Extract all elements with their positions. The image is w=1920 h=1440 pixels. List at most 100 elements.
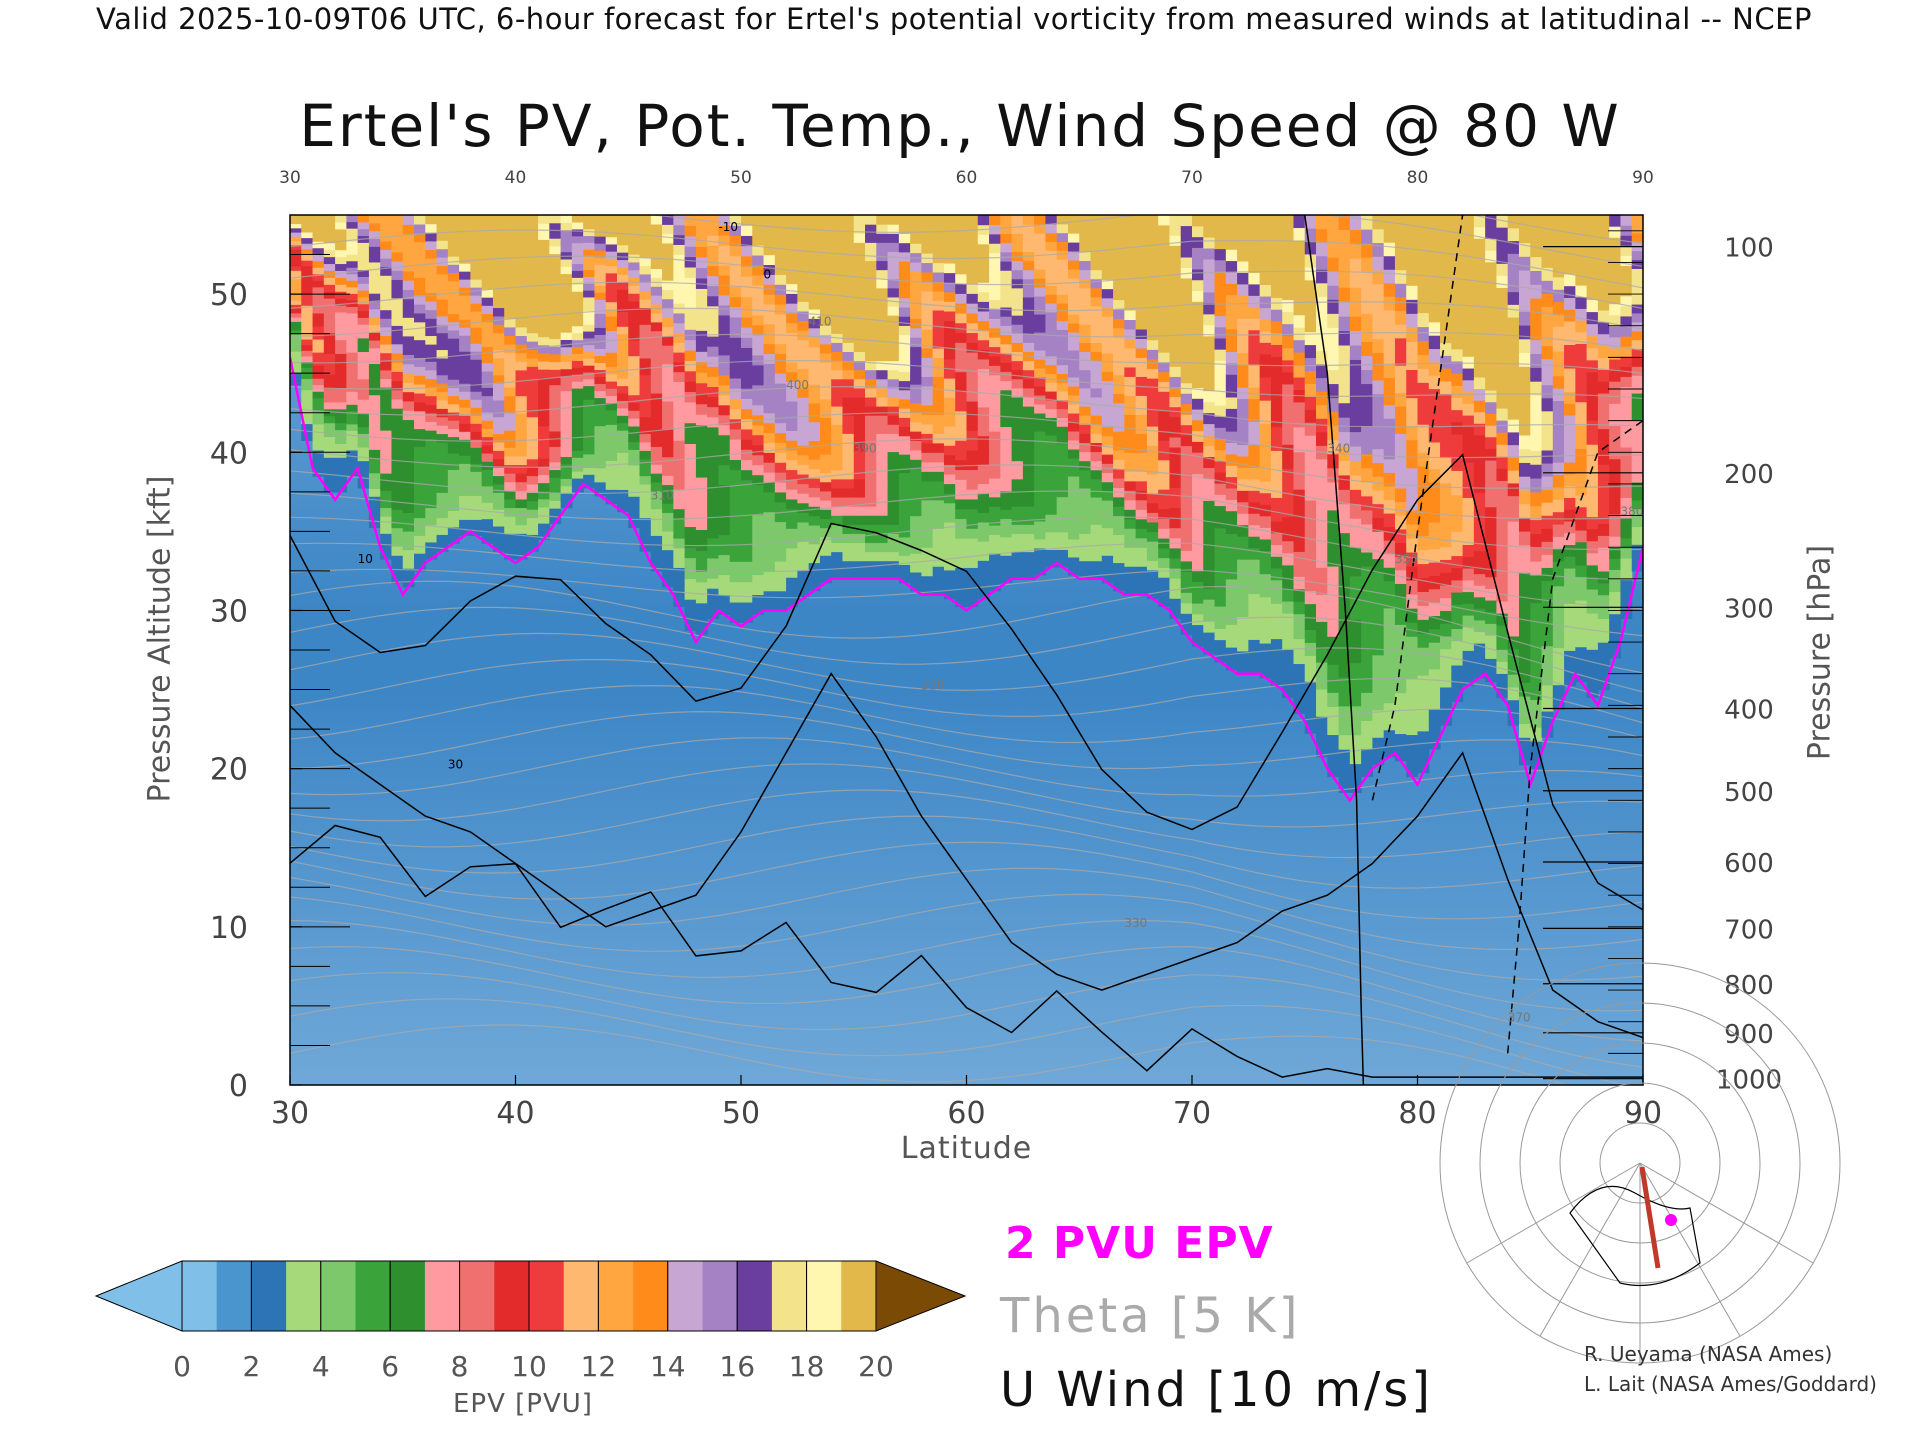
theta-isentrope [290,737,1643,797]
theta-isentrope [290,516,1643,581]
theta-isentrope [290,684,1643,744]
theta-isentrope [290,281,1643,330]
theta-isentrope [290,307,1643,351]
x-tick-label-top: 70 [1181,168,1203,188]
credit-ueyama: R. Ueyama (NASA Ames) [1584,1342,1833,1366]
x-tick-label: 70 [1173,1096,1211,1131]
theta-isentrope [290,763,1643,828]
y-axis-label: Pressure Altitude [kft] [142,475,178,803]
pressure-tick-label: 900 [1724,1020,1774,1050]
contour-label: 370 [1508,1011,1531,1025]
theta-isentrope [290,464,1643,520]
forecast-header: Valid 2025-10-09T06 UTC, 6-hour forecast… [96,2,1812,36]
y-tick-label: 0 [229,1069,248,1104]
pressure-tick-label: 200 [1724,460,1774,490]
u-wind-contour-core [1304,215,1365,1085]
x-tick-label-top: 30 [279,168,301,188]
contour-label: 390 [854,441,877,455]
contour-label: 30 [448,758,463,772]
u-wind-easterly-contour [1506,420,1643,1054]
colorbar-tick-label: 16 [719,1350,755,1383]
y-tick-label: 30 [210,594,248,629]
map-meridian [1539,1162,1641,1337]
pressure-tick-label: 1000 [1716,1066,1782,1096]
theta-isentrope [290,215,1643,267]
theta-isentrope [290,972,1643,1068]
map-meridian [1639,1162,1741,1337]
legend-2pvu: 2 PVU EPV [1005,1218,1274,1269]
theta-isentrope [290,385,1643,428]
x-tick-label-top: 80 [1407,168,1429,188]
theta-isentrope [290,815,1643,889]
theta-isentrope [290,412,1643,459]
theta-isentrope [290,998,1629,1085]
colorbar-tick-label: 18 [789,1350,825,1383]
colorbar-segment [806,1260,877,1332]
pressure-tick-label: 700 [1724,915,1774,945]
pressure-tick-label: 100 [1724,234,1774,264]
theta-isentrope [290,333,1643,374]
colorbar-tick-label: 20 [858,1350,894,1383]
colorbar-low-arrow [94,1260,183,1332]
theta-isentrope [290,789,1643,859]
theta-isentrope [290,438,1643,489]
colorbar-tick-label: 10 [511,1350,547,1383]
x-tick-label: 50 [722,1096,760,1131]
contour-label: 310 [651,489,674,503]
credit-lait: L. Lait (NASA Ames/Goddard) [1584,1372,1877,1396]
y-tick-label: 40 [210,436,248,471]
x-tick-label-top: 50 [730,168,752,188]
contour-label: 330 [1124,916,1147,930]
contour-label: 10 [358,552,373,566]
theta-isentrope [290,632,1643,709]
legend-theta: Theta [5 K] [1000,1288,1301,1344]
theta-isentrope [290,659,1643,724]
contour-label: 320 [921,679,944,693]
x-tick-label: 40 [496,1096,534,1131]
theta-isentrope [290,841,1643,920]
colorbar-tick-label: 14 [650,1350,686,1383]
contour-label: -10 [718,220,738,234]
map-meridian [1466,1162,1641,1264]
pressure-tick-label: 600 [1724,849,1774,879]
theta-isentrope [290,867,1643,951]
theta-isentrope [290,255,1643,310]
pressure-tick-label: 400 [1724,696,1774,726]
pressure-axis-label: Pressure [hPa] [1802,544,1838,761]
theta-isentrope [290,606,1643,693]
colorbar-tick-label: 6 [381,1350,399,1383]
theta-isentrope [290,229,1643,289]
contour-label: 380 [1620,505,1643,519]
x-tick-label: 90 [1624,1096,1662,1131]
theta-isentrope [290,711,1643,770]
x-tick-label: 60 [947,1096,985,1131]
contour-label: 400 [786,378,809,392]
contour-label: 350 [1395,552,1418,566]
x-axis-label: Latitude [901,1131,1032,1166]
u-wind-easterly-contour [1371,215,1464,801]
x-tick-label: 80 [1398,1096,1436,1131]
map-location-dot [1665,1214,1677,1226]
map-coastline [1569,1185,1701,1286]
chart-title: Ertel's PV, Pot. Temp., Wind Speed @ 80 … [299,92,1621,160]
contour-label: 0 [764,267,772,281]
y-tick-label: 20 [210,753,248,788]
contour-label: 410 [809,315,832,329]
colorbar-tick-label: 8 [451,1350,469,1383]
colorbar-tick-label: 0 [173,1350,191,1383]
x-tick-label-top: 90 [1632,168,1654,188]
theta-isentrope [290,542,1643,610]
pressure-tick-label: 300 [1724,594,1774,624]
theta-isentrope [290,919,1643,1012]
y-tick-label: 10 [210,911,248,946]
legend-u-wind: U Wind [10 m/s] [1000,1362,1434,1418]
map-meridian [1639,1162,1814,1264]
theta-isentrope [290,360,1643,400]
map-transect-line [1639,1166,1661,1269]
contour-label: 340 [1327,441,1350,455]
2pvu-contour [290,357,1643,803]
colorbar-tick-label: 2 [242,1350,260,1383]
colorbar-high-arrow [875,1260,967,1332]
x-tick-label-top: 60 [956,168,978,188]
